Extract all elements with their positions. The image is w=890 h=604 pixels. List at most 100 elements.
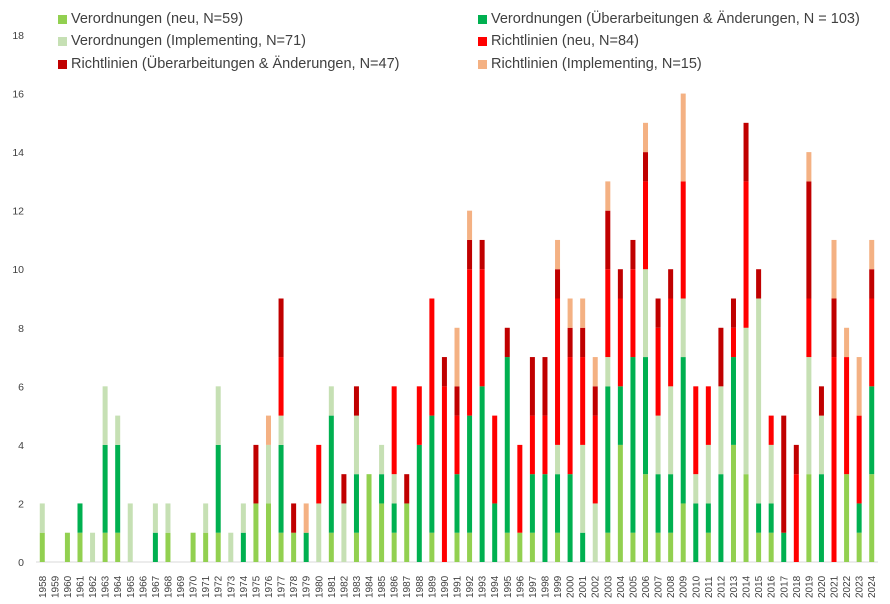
bar-segment xyxy=(504,327,510,358)
bar-segment xyxy=(781,532,787,562)
bar-segment xyxy=(265,503,271,562)
bar-segment xyxy=(630,357,636,533)
bar-segment xyxy=(743,122,749,182)
bar-segment xyxy=(228,532,234,562)
legend-item: Verordnungen (neu, N=59) xyxy=(58,11,243,27)
bar-segment xyxy=(617,298,623,387)
bar-segment xyxy=(580,327,586,358)
bar-segment xyxy=(869,298,875,387)
bar-segment xyxy=(115,444,121,533)
bar-segment xyxy=(316,444,322,504)
bar-segment xyxy=(115,415,121,445)
bar-segment xyxy=(668,298,674,387)
legend-label: Richtlinien (Überarbeitungen & Änderunge… xyxy=(71,56,400,72)
x-tick-label: 2002 xyxy=(591,575,602,598)
bar-segment xyxy=(253,444,259,504)
bar-segment xyxy=(756,269,762,299)
bar-segment xyxy=(655,298,661,328)
x-tick-label: 1960 xyxy=(63,575,74,598)
bar-segment xyxy=(668,474,674,533)
x-tick-label: 1971 xyxy=(201,575,212,598)
bar-segment xyxy=(781,415,787,533)
bar-segment xyxy=(165,532,171,562)
x-tick-label: 2013 xyxy=(729,575,740,598)
bar-segment xyxy=(265,415,271,445)
bar-segment xyxy=(605,269,611,358)
bar-segment xyxy=(555,298,561,445)
y-tick-label: 14 xyxy=(12,147,24,159)
bar-segment xyxy=(492,415,498,504)
bar-segment xyxy=(643,152,649,182)
bar-segment xyxy=(529,415,535,475)
x-tick-label: 1989 xyxy=(427,575,438,598)
bar-segment xyxy=(341,474,347,504)
x-tick-label: 2014 xyxy=(742,575,753,598)
bar-segment xyxy=(668,532,674,562)
bar-segment xyxy=(818,474,824,562)
x-tick-label: 2003 xyxy=(603,575,614,598)
bar-segment xyxy=(567,327,573,358)
bar-segment xyxy=(190,532,196,562)
bar-segment xyxy=(630,532,636,562)
bar-segment xyxy=(90,532,96,562)
bar-segment xyxy=(768,532,774,562)
x-tick-label: 1998 xyxy=(540,575,551,598)
bar-segment xyxy=(39,503,45,533)
bar-segment xyxy=(479,239,485,270)
bar-segment xyxy=(567,298,573,328)
x-tick-label: 2015 xyxy=(754,575,765,598)
bar-segment xyxy=(404,474,410,504)
x-tick-label: 1961 xyxy=(75,575,86,598)
bar-segment xyxy=(806,357,812,475)
bar-segment xyxy=(240,532,246,562)
x-tick-label: 1988 xyxy=(415,575,426,598)
x-tick-label: 1968 xyxy=(163,575,174,598)
x-tick-label: 1973 xyxy=(226,575,237,598)
bar-segment xyxy=(454,386,460,416)
bar-segment xyxy=(630,269,636,358)
bar-segment xyxy=(366,474,372,562)
bar-segment xyxy=(379,503,385,562)
bar-segment xyxy=(580,357,586,445)
bar-segment xyxy=(215,532,221,562)
x-tick-label: 1965 xyxy=(126,575,137,598)
x-tick-label: 1991 xyxy=(453,575,464,598)
bar-segment xyxy=(454,474,460,533)
y-tick-label: 2 xyxy=(18,498,24,510)
bar-segment xyxy=(391,386,397,475)
y-tick-label: 0 xyxy=(18,557,24,569)
bar-segment xyxy=(869,474,875,562)
bar-segment xyxy=(818,386,824,416)
bar-segment xyxy=(592,415,598,504)
legend-swatch xyxy=(478,36,487,46)
x-tick-label: 1996 xyxy=(515,575,526,598)
bar-segment xyxy=(617,269,623,299)
bar-segment xyxy=(617,444,623,562)
bar-segment xyxy=(529,532,535,562)
x-tick-label: 1967 xyxy=(151,575,162,598)
bar-segment xyxy=(240,503,246,533)
bar-segment xyxy=(353,474,359,533)
bar-segment xyxy=(680,181,686,299)
bar-segment xyxy=(705,503,711,533)
bar-segment xyxy=(567,357,573,475)
bar-segment xyxy=(441,386,447,562)
bar-segment xyxy=(806,474,812,562)
x-axis: 1958 1959 1960 1961 1962 1963 1964 1965 1966 1967… xyxy=(38,575,878,598)
legend-label: Richtlinien (Implementing, N=15) xyxy=(491,56,702,72)
x-tick-label: 1974 xyxy=(239,575,250,598)
bar-segment xyxy=(844,327,850,358)
x-tick-label: 1980 xyxy=(314,575,325,598)
bar-segment xyxy=(756,298,762,504)
bar-segment xyxy=(278,298,284,358)
bar-segment xyxy=(353,386,359,416)
bar-segment xyxy=(592,503,598,562)
bar-segment xyxy=(479,386,485,562)
bar-segment xyxy=(844,357,850,475)
bar-segment xyxy=(278,532,284,562)
legend-item: Verordnungen (Überarbeitungen & Änderung… xyxy=(478,11,860,27)
bar-segment xyxy=(567,474,573,562)
bar-segment xyxy=(869,239,875,270)
bar-segment xyxy=(278,415,284,445)
